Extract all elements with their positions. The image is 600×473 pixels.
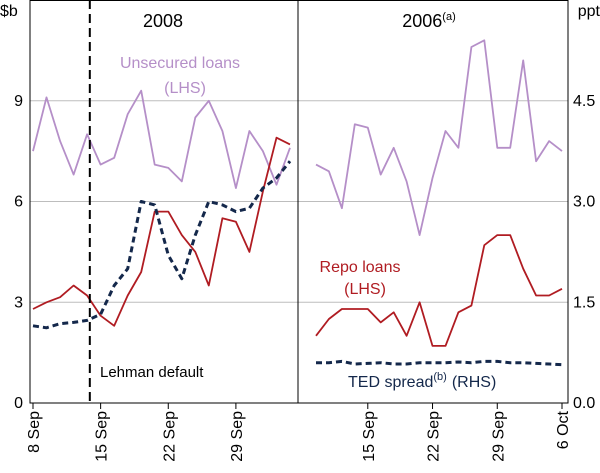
x-tick-label: 8 Sep bbox=[26, 411, 43, 453]
x-tick-label: 22 Sep bbox=[426, 411, 443, 462]
repo-axis-label: (LHS) bbox=[344, 281, 386, 298]
ted-label-text: TED spread bbox=[348, 374, 433, 391]
plot-frame bbox=[29, 0, 569, 409]
series-unsecured-2006 bbox=[315, 39, 563, 237]
series-unsecured-2008 bbox=[32, 89, 291, 190]
ted-label: TED spread(b) (RHS) bbox=[348, 371, 496, 391]
y-right-tick-label: 1.5 bbox=[573, 294, 595, 311]
lehman-default-annotation: Lehman default bbox=[100, 364, 204, 381]
panel-2006-title-text: 2006 bbox=[402, 11, 442, 31]
x-tick-label: 29 Sep bbox=[229, 411, 246, 462]
ted-label-note: (b) bbox=[433, 371, 446, 383]
panel-2006-title: 2006(a) bbox=[402, 11, 456, 31]
panel-2008-title: 2008 bbox=[143, 11, 183, 31]
y-left-tick-label: 3 bbox=[14, 294, 23, 311]
y-right-tick-label: 3.0 bbox=[573, 194, 595, 211]
repo-label: Repo loans bbox=[320, 259, 401, 276]
series-repo-2006 bbox=[315, 234, 563, 347]
series-repo-2008 bbox=[32, 136, 291, 327]
y-left-tick-label: 9 bbox=[14, 93, 23, 110]
gridlines bbox=[30, 100, 568, 303]
y-left-tick-label: 0 bbox=[14, 395, 23, 412]
x-tick-label: 15 Sep bbox=[361, 411, 378, 462]
series-ted-2006 bbox=[316, 359, 563, 367]
plot-border bbox=[29, 0, 569, 404]
right-axis-unit: ppt bbox=[578, 3, 600, 20]
y-right-tick-label: 4.5 bbox=[573, 93, 595, 110]
x-tick-label: 22 Sep bbox=[161, 411, 178, 462]
x-tick-label: 15 Sep bbox=[94, 411, 111, 462]
series-ted-2008 bbox=[32, 160, 292, 330]
unsecured-axis-label: (LHS) bbox=[164, 80, 206, 97]
unsecured-label: Unsecured loans bbox=[120, 55, 240, 72]
ted-axis-label: (RHS) bbox=[452, 374, 496, 391]
left-axis-unit: $b bbox=[0, 3, 18, 20]
x-tick-label: 6 Oct bbox=[555, 410, 572, 449]
x-tick-label: 29 Sep bbox=[490, 411, 507, 462]
y-right-tick-label: 0.0 bbox=[573, 395, 595, 412]
tick-labels: 0 3 6 9 0.0 1.5 3.0 4.5 8 Sep 15 Sep 22 Sep 29 Sep 1… bbox=[14, 93, 595, 462]
panel-2006-title-note: (a) bbox=[442, 11, 455, 23]
y-left-tick-label: 6 bbox=[14, 194, 23, 211]
series-layer bbox=[32, 39, 563, 367]
